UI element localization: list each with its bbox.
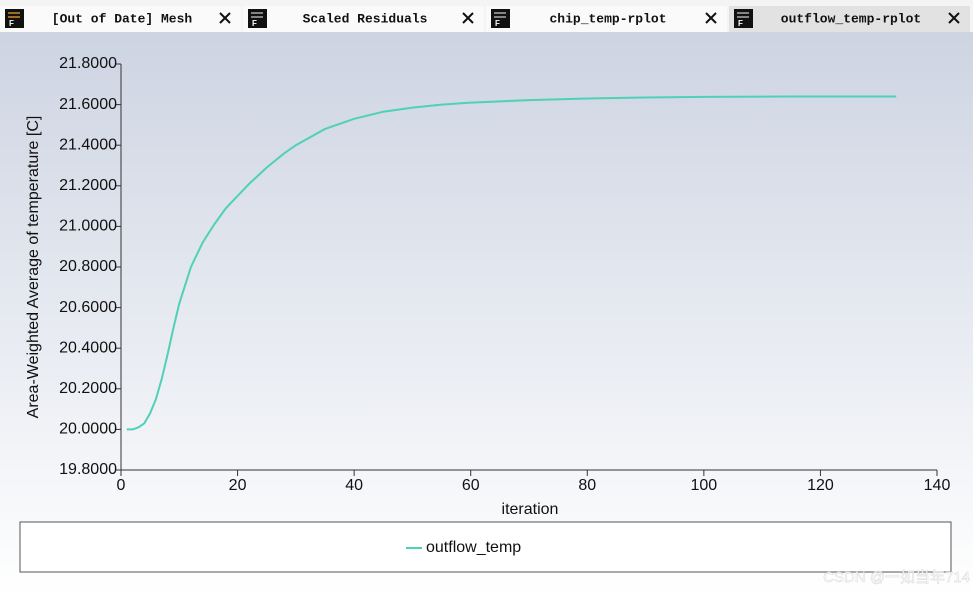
tab-icon-lines [737,12,749,18]
tab-label: outflow_temp-rplot [781,11,921,26]
x-tick-label: 100 [691,477,718,494]
tab-icon-label: F [495,19,500,28]
legend-box [19,521,952,573]
tab-icon [248,9,267,28]
y-tick-label: 20.2000 [59,380,117,397]
tab-icon-label: F [9,19,14,28]
x-tick-label: 140 [924,477,951,494]
tab-icon-label: F [252,19,257,28]
y-tick-label: 21.8000 [59,55,117,72]
y-tick-label: 20.0000 [59,421,117,438]
tab-icon [491,9,510,28]
tab-label: Scaled Residuals [303,11,428,26]
tab-icon-lines [494,12,506,18]
tab-label: chip_temp-rplot [549,11,666,26]
tab-close[interactable] [219,12,231,24]
background [0,32,973,596]
tab-icon-label: F [738,19,743,28]
y-tick-label: 21.0000 [59,218,117,235]
watermark: CSDN @一如当年714 [823,569,970,586]
tab-label: [Out of Date] Mesh [52,11,193,26]
x-tick-label: 20 [229,477,247,494]
y-tick-label: 20.4000 [59,339,117,356]
tab-close[interactable] [462,12,474,24]
y-tick-label: 21.2000 [59,177,117,194]
x-tick-label: 60 [462,477,480,494]
data-line [126,95,897,431]
y-tick-label: 19.8000 [59,461,117,478]
y-tick-label: 20.8000 [59,258,117,275]
x-tick-label: 80 [578,477,596,494]
x-tick-label: 40 [345,477,363,494]
y-tick-label: 20.6000 [59,299,117,316]
tab-icon [5,9,24,28]
tab-close[interactable] [705,12,717,24]
tab-icon-lines [251,12,263,18]
tab[interactable] [729,6,970,32]
tab[interactable] [0,6,241,32]
tab-icon [734,9,753,28]
legend-label[interactable]: outflow_temp [426,539,521,556]
tab-close[interactable] [948,12,960,24]
y-tick-label: 21.6000 [59,96,117,113]
x-axis-label: iteration [502,501,559,518]
x-tick-label: 0 [117,477,126,494]
y-tick-label: 21.4000 [59,136,117,153]
tab-icon-lines [8,12,20,18]
y-axis-label: Area-Weighted Average of temperature [C] [25,116,42,419]
x-tick-label: 120 [807,477,834,494]
tab[interactable] [486,6,727,32]
tab[interactable] [243,6,484,32]
